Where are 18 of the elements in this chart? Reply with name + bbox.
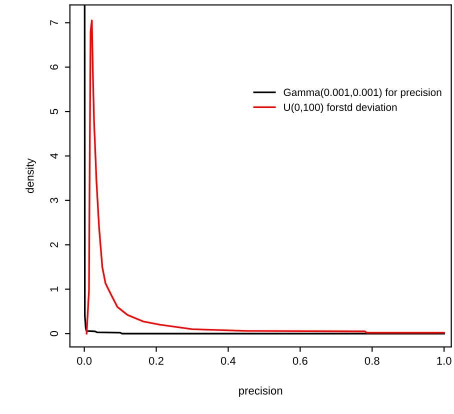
y-tick-label: 4 — [50, 153, 58, 159]
y-tick-label: 1 — [50, 286, 58, 292]
y-tick-label: 7 — [50, 20, 58, 26]
x-tick-label: 0.8 — [364, 356, 380, 365]
y-tick-label: 2 — [50, 242, 58, 248]
x-tick-label: 0.6 — [292, 356, 308, 365]
x-tick-label: 0.2 — [148, 356, 164, 365]
y-tick-label: 5 — [50, 108, 58, 114]
legend-label: Gamma(0.001,0.001) for precision — [284, 88, 442, 98]
x-axis-title: precision — [239, 386, 282, 397]
y-axis-title: density — [26, 158, 36, 194]
y-tick-label: 6 — [50, 64, 58, 70]
y-tick-label: 3 — [50, 198, 58, 204]
y-tick-label: 0 — [50, 330, 58, 336]
legend-label: U(0,100) forstd deviation — [284, 103, 397, 114]
x-tick-label: 0.0 — [77, 356, 92, 365]
x-tick-label: 0.4 — [220, 356, 236, 365]
x-tick-label: 1.0 — [437, 356, 452, 365]
